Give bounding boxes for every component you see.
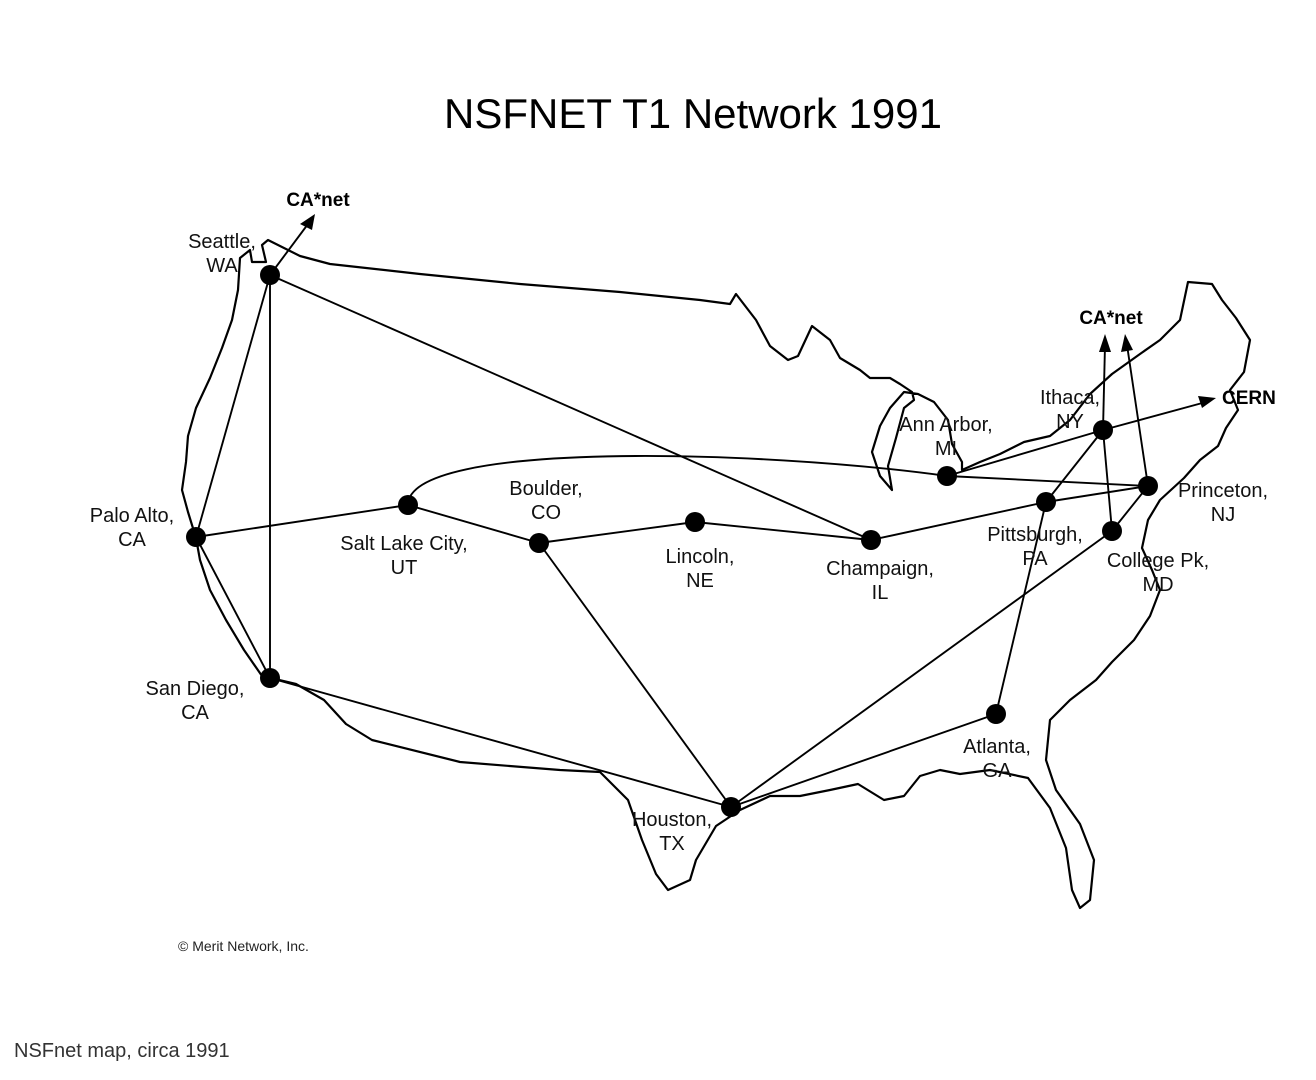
node-san-diego bbox=[260, 668, 280, 688]
node-boulder bbox=[529, 533, 549, 553]
node-college-park bbox=[1102, 521, 1122, 541]
external-connections: CA*net CA*net CERN bbox=[270, 190, 1276, 486]
node-champaign bbox=[861, 530, 881, 550]
label-line: San Diego, bbox=[146, 678, 245, 700]
label-princeton: Princeton, NJ bbox=[1178, 480, 1268, 526]
label-line: Pittsburgh, bbox=[987, 524, 1083, 546]
link-pittsburgh-ithaca bbox=[1046, 430, 1103, 502]
label-lincoln: Lincoln, NE bbox=[666, 546, 735, 592]
label-line: NE bbox=[686, 570, 714, 592]
label-boulder: Boulder, CO bbox=[509, 478, 582, 524]
node-atlanta bbox=[986, 704, 1006, 724]
label-line: Salt Lake City, bbox=[340, 533, 467, 555]
map-title: NSFNET T1 Network 1991 bbox=[444, 90, 942, 137]
node-pittsburgh bbox=[1036, 492, 1056, 512]
node-salt-lake-city bbox=[398, 495, 418, 515]
label-ithaca: Ithaca, NY bbox=[1040, 387, 1100, 433]
link-san-diego-houston bbox=[270, 678, 731, 807]
us-outline bbox=[182, 240, 1250, 908]
label-line: UT bbox=[391, 557, 418, 579]
link-seattle-champaign bbox=[270, 275, 871, 540]
label-salt-lake-city: Salt Lake City, UT bbox=[340, 533, 467, 579]
label-line: GA bbox=[983, 760, 1013, 782]
link-salt-lake-city-ann-arbor bbox=[408, 456, 947, 505]
label-line: NJ bbox=[1211, 504, 1235, 526]
label-line: Ann Arbor, bbox=[899, 414, 992, 436]
link-ithaca-college-park bbox=[1103, 430, 1112, 531]
label-line: Lincoln, bbox=[666, 546, 735, 568]
label-line: IL bbox=[872, 582, 889, 604]
external-label-canet-west: CA*net bbox=[286, 190, 350, 211]
label-line: MI bbox=[935, 438, 957, 460]
label-champaign: Champaign, IL bbox=[826, 558, 934, 604]
label-line: Palo Alto, bbox=[90, 505, 175, 527]
link-palo-alto-san-diego bbox=[196, 537, 270, 678]
label-line: NY bbox=[1056, 411, 1084, 433]
node-palo-alto bbox=[186, 527, 206, 547]
arrowhead-icon bbox=[300, 214, 315, 230]
label-line: Boulder, bbox=[509, 478, 582, 500]
label-line: Seattle, bbox=[188, 231, 256, 253]
label-houston: Houston, TX bbox=[632, 809, 712, 855]
node-lincoln bbox=[685, 512, 705, 532]
label-line: Princeton, bbox=[1178, 480, 1268, 502]
node-ann-arbor bbox=[937, 466, 957, 486]
label-line: TX bbox=[659, 833, 685, 855]
node-houston bbox=[721, 797, 741, 817]
arrowhead-icon bbox=[1121, 334, 1133, 352]
link-boulder-lincoln bbox=[539, 522, 695, 543]
arrowhead-icon bbox=[1198, 396, 1216, 408]
link-pittsburgh-princeton bbox=[1046, 486, 1148, 502]
label-atlanta: Atlanta, GA bbox=[963, 736, 1031, 782]
label-line: CO bbox=[531, 502, 561, 524]
label-ann-arbor: Ann Arbor, MI bbox=[899, 414, 992, 460]
label-line: Ithaca, bbox=[1040, 387, 1100, 409]
label-line: Atlanta, bbox=[963, 736, 1031, 758]
link-ann-arbor-ithaca bbox=[947, 430, 1103, 476]
label-line: CA bbox=[118, 529, 146, 551]
external-label-cern: CERN bbox=[1222, 388, 1276, 409]
label-san-diego: San Diego, CA bbox=[146, 678, 245, 724]
link-ann-arbor-princeton bbox=[947, 476, 1148, 486]
label-line: MD bbox=[1142, 574, 1173, 596]
figure-caption: NSFnet map, circa 1991 bbox=[14, 1040, 230, 1063]
external-label-canet-east: CA*net bbox=[1079, 308, 1143, 329]
label-line: Houston, bbox=[632, 809, 712, 831]
label-line: College Pk, bbox=[1107, 550, 1209, 572]
link-lincoln-champaign bbox=[695, 522, 871, 540]
link-houston-atlanta bbox=[731, 714, 996, 807]
arrowhead-icon bbox=[1099, 334, 1111, 352]
label-palo-alto: Palo Alto, CA bbox=[90, 505, 175, 551]
label-line: CA bbox=[181, 702, 209, 724]
label-line: WA bbox=[206, 255, 238, 277]
label-line: Champaign, bbox=[826, 558, 934, 580]
copyright-notice: © Merit Network, Inc. bbox=[178, 938, 309, 954]
label-college-park: College Pk, MD bbox=[1107, 550, 1209, 596]
label-line: PA bbox=[1022, 548, 1048, 570]
